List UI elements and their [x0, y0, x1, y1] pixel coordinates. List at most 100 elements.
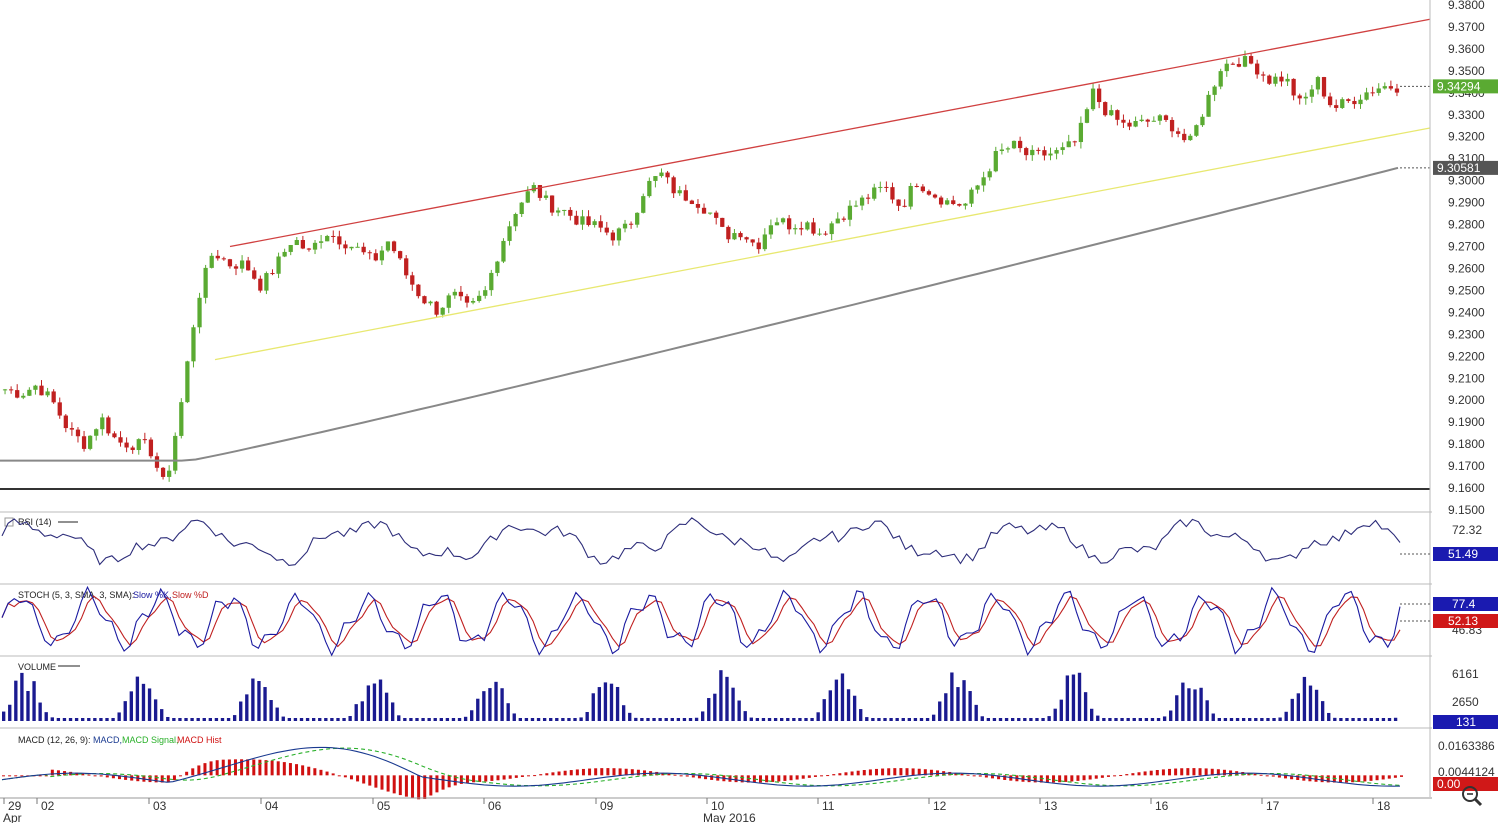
- macd-hist-bar: [1314, 775, 1318, 782]
- candle-body: [294, 240, 299, 246]
- candle-body: [920, 186, 925, 192]
- candle-body: [951, 200, 956, 204]
- volume-bar: [1059, 699, 1063, 721]
- candle-body: [1133, 121, 1138, 127]
- candle-body: [1279, 76, 1284, 82]
- macd-hist-bar: [105, 775, 109, 778]
- volume-bar: [166, 716, 170, 721]
- volume-bar: [694, 717, 699, 721]
- stoch-k-value-box: [1433, 597, 1498, 611]
- macd-hist-bar: [472, 775, 476, 783]
- x-day-label: 16: [1155, 799, 1169, 813]
- macd-hist-bar: [1094, 775, 1098, 779]
- volume-bar: [1248, 718, 1252, 721]
- volume-bar: [1029, 718, 1033, 721]
- candle-body: [963, 203, 968, 206]
- candle-body: [701, 207, 707, 214]
- volume-bar: [992, 718, 997, 721]
- price-tick-label: 9.2300: [1448, 327, 1485, 341]
- macd-hist-bar: [1168, 768, 1172, 776]
- candle-body: [1139, 119, 1144, 122]
- candle-body: [908, 185, 913, 207]
- macd-hist-bar: [417, 775, 421, 800]
- candle-body: [1188, 135, 1193, 141]
- macd-hist-bar: [215, 760, 219, 776]
- macd-tick: 0.0044124: [1438, 765, 1495, 779]
- volume-bar: [202, 718, 206, 721]
- candle-body: [768, 225, 774, 235]
- candle-body: [1194, 125, 1199, 136]
- candle-body: [598, 221, 603, 228]
- volume-bar: [251, 678, 255, 721]
- volume-bar: [664, 718, 668, 721]
- macd-signal-label: MACD Signal,: [122, 735, 179, 745]
- macd-hist-bar: [728, 775, 732, 782]
- macd-hist-bar: [911, 768, 915, 776]
- macd-hist-bar: [325, 771, 329, 776]
- rsi-value-box: [1433, 547, 1498, 561]
- volume-bar: [749, 717, 753, 721]
- candle-body: [385, 241, 391, 251]
- macd-hist-bar: [1174, 768, 1178, 776]
- macd-hist-bar: [459, 775, 463, 784]
- macd-hist-bar: [600, 768, 604, 776]
- volume-bar: [555, 718, 559, 721]
- price-tick-label: 9.1900: [1448, 415, 1485, 429]
- candle-body: [872, 187, 877, 199]
- volume-bar: [1090, 708, 1094, 721]
- x-day-label: 18: [1377, 799, 1391, 813]
- volume-bar: [798, 718, 802, 721]
- macd-hist-bar: [1216, 769, 1220, 776]
- price-tick-label: 9.2100: [1448, 371, 1485, 385]
- volume-bar: [919, 718, 924, 721]
- candle-body: [653, 176, 658, 181]
- volume-bar: [956, 687, 960, 721]
- macd-hist-bar: [191, 768, 195, 776]
- x-day-label: 04: [265, 799, 279, 813]
- price-tick-label: 9.1600: [1448, 481, 1485, 495]
- candle-body: [1078, 122, 1084, 143]
- volume-bar: [93, 718, 97, 721]
- candle-body: [847, 205, 853, 220]
- candle-body: [969, 189, 974, 204]
- volume-bar: [366, 685, 371, 721]
- volume-bar: [634, 717, 638, 721]
- volume-bar: [1260, 718, 1264, 721]
- zoom-icon[interactable]: [1456, 783, 1488, 809]
- volume-bar: [621, 705, 626, 721]
- macd-hist-bar: [984, 775, 988, 778]
- macd-hist-bar: [777, 775, 781, 782]
- candle-body: [537, 185, 543, 198]
- macd-hist-bar: [124, 775, 128, 780]
- macd-hist-bar: [1284, 775, 1288, 779]
- candle-body: [896, 199, 901, 206]
- candle-body: [586, 216, 591, 226]
- volume-bar: [591, 693, 595, 721]
- volume-bar: [1114, 718, 1118, 721]
- volume-bar: [767, 718, 772, 721]
- candle-body: [142, 439, 147, 441]
- macd-hist-bar: [820, 775, 824, 777]
- candle-body: [926, 191, 932, 195]
- lower-channel-line: [214, 127, 1431, 361]
- ma-value-label: 9.30581: [1437, 161, 1481, 175]
- candle-body: [239, 260, 245, 269]
- stoch-k-label: Slow %K,: [133, 590, 172, 600]
- volume-bar: [1017, 718, 1021, 721]
- candle-body: [416, 284, 421, 297]
- volume-bar: [281, 716, 285, 721]
- macd-hist-bar: [1277, 775, 1281, 778]
- volume-bar: [1381, 718, 1386, 721]
- volume-bar: [1308, 685, 1313, 721]
- candle-body: [981, 177, 986, 186]
- volume-bar: [1199, 687, 1203, 721]
- volume-bar: [1363, 718, 1367, 721]
- volume-bar: [1217, 717, 1221, 721]
- volume-bar: [828, 690, 832, 721]
- macd-hist-bar: [1003, 775, 1007, 780]
- volume-bar: [986, 718, 991, 721]
- candle-body: [331, 235, 336, 237]
- candle-body: [714, 212, 719, 218]
- candle-body: [124, 442, 129, 448]
